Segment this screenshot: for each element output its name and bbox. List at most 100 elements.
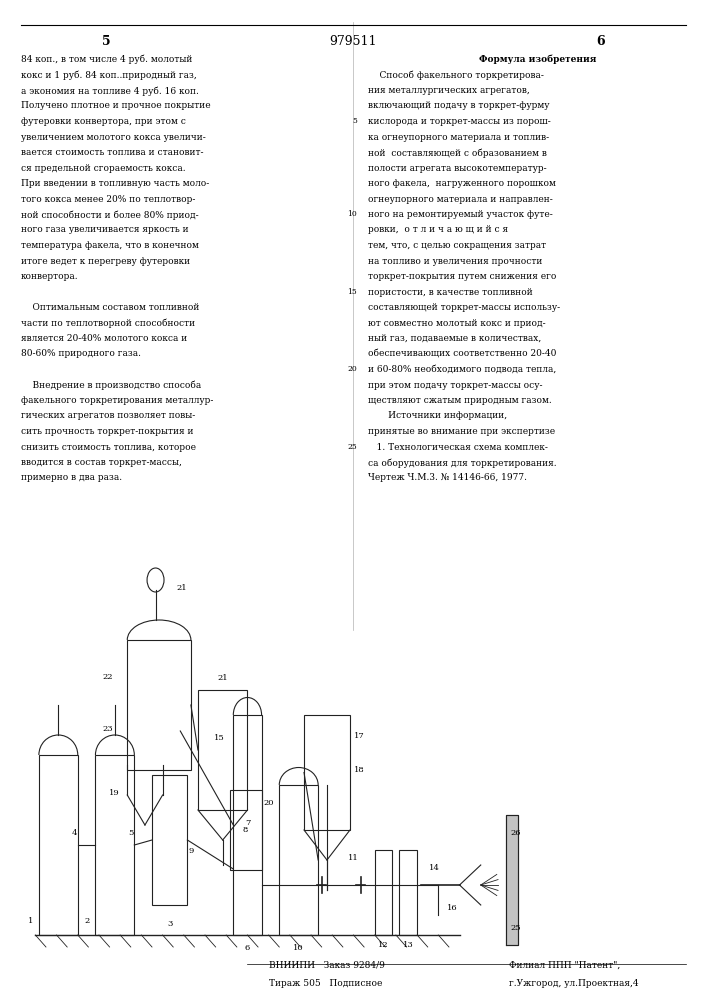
Text: ка огнеупорного материала и топлив-: ка огнеупорного материала и топлив- — [368, 133, 549, 142]
Text: 8: 8 — [243, 826, 248, 834]
Text: При введении в топливную часть моло-: При введении в топливную часть моло- — [21, 179, 209, 188]
Text: огнеупорного материала и направлен-: огнеупорного материала и направлен- — [368, 195, 552, 204]
Text: г.Ужгород, ул.Проектная,4: г.Ужгород, ул.Проектная,4 — [509, 979, 638, 988]
Text: части по теплотворной способности: части по теплотворной способности — [21, 318, 195, 328]
Text: Способ факельного торкретирова-: Способ факельного торкретирова- — [368, 70, 544, 80]
Text: является 20-40% молотого кокса и: является 20-40% молотого кокса и — [21, 334, 187, 343]
Text: тем, что, с целью сокращения затрат: тем, что, с целью сокращения затрат — [368, 241, 546, 250]
Text: 3: 3 — [167, 920, 173, 928]
Text: 10: 10 — [347, 210, 357, 218]
Text: 5: 5 — [102, 35, 110, 48]
Text: ществляют сжатым природным газом.: ществляют сжатым природным газом. — [368, 396, 551, 405]
Text: обеспечивающих соответственно 20-40: обеспечивающих соответственно 20-40 — [368, 350, 556, 359]
Text: того кокса менее 20% по теплотвор-: того кокса менее 20% по теплотвор- — [21, 195, 196, 204]
Bar — [127, 640, 191, 770]
Text: ровки,  о т л и ч а ю щ и й с я: ровки, о т л и ч а ю щ и й с я — [368, 226, 508, 234]
Bar — [39, 755, 78, 935]
Text: 25: 25 — [510, 924, 522, 932]
Text: снизить стоимость топлива, которое: снизить стоимость топлива, которое — [21, 443, 197, 452]
Text: кислорода и торкрет-массы из порош-: кислорода и торкрет-массы из порош- — [368, 117, 550, 126]
Text: факельного торкретирования металлур-: факельного торкретирования металлур- — [21, 396, 214, 405]
Text: и 60-80% необходимого подвода тепла,: и 60-80% необходимого подвода тепла, — [368, 365, 556, 374]
Text: 26: 26 — [511, 829, 521, 837]
Text: конвертора.: конвертора. — [21, 272, 79, 281]
Text: 17: 17 — [354, 732, 364, 740]
Text: температура факела, что в конечном: температура факела, что в конечном — [21, 241, 199, 250]
Text: 13: 13 — [403, 941, 414, 949]
Text: 5: 5 — [128, 829, 134, 837]
Text: увеличением молотого кокса увеличи-: увеличением молотого кокса увеличи- — [21, 133, 206, 142]
Text: 20: 20 — [347, 365, 357, 373]
Text: торкрет-покрытия путем снижения его: торкрет-покрытия путем снижения его — [368, 272, 556, 281]
Text: 6: 6 — [597, 35, 605, 48]
Text: 1: 1 — [28, 917, 33, 925]
Text: 15: 15 — [214, 734, 225, 742]
Text: на топливо и увеличения прочности: на топливо и увеличения прочности — [368, 257, 542, 266]
Text: 12: 12 — [378, 941, 389, 949]
Bar — [304, 715, 350, 830]
Text: 14: 14 — [429, 864, 440, 872]
Text: вается стоимость топлива и становит-: вается стоимость топлива и становит- — [21, 148, 204, 157]
Polygon shape — [506, 815, 518, 945]
Text: полости агрегата высокотемператур-: полости агрегата высокотемператур- — [368, 164, 547, 173]
Text: Внедрение в производство способа: Внедрение в производство способа — [21, 381, 201, 390]
Text: 25: 25 — [347, 443, 357, 451]
Text: 21: 21 — [177, 584, 187, 592]
Text: ного факела,  нагруженного порошком: ного факела, нагруженного порошком — [368, 179, 556, 188]
Text: ют совместно молотый кокс и приод-: ют совместно молотый кокс и приод- — [368, 318, 545, 328]
Text: Получено плотное и прочное покрытие: Получено плотное и прочное покрытие — [21, 102, 211, 110]
Bar — [152, 775, 187, 905]
Text: 979511: 979511 — [329, 35, 378, 48]
Text: 4: 4 — [71, 829, 77, 837]
Text: 9: 9 — [188, 847, 194, 855]
Text: ного газа увеличивается яркость и: ного газа увеличивается яркость и — [21, 226, 189, 234]
Text: ной способности и более 80% приод-: ной способности и более 80% приод- — [21, 210, 199, 220]
Bar — [375, 850, 392, 935]
Text: 11: 11 — [348, 854, 359, 862]
Text: 10: 10 — [293, 944, 304, 952]
Text: ния металлургических агрегатов,: ния металлургических агрегатов, — [368, 86, 530, 95]
Text: итоге ведет к перегреву футеровки: итоге ведет к перегреву футеровки — [21, 257, 190, 266]
Text: 20: 20 — [264, 799, 274, 807]
Text: включающий подачу в торкрет-фурму: включающий подачу в торкрет-фурму — [368, 102, 549, 110]
Text: Источники информации,: Источники информации, — [368, 412, 507, 420]
Text: 23: 23 — [103, 725, 113, 733]
Text: вводится в состав торкрет-массы,: вводится в состав торкрет-массы, — [21, 458, 182, 467]
Text: гических агрегатов позволяет повы-: гических агрегатов позволяет повы- — [21, 412, 195, 420]
Text: 80-60% природного газа.: 80-60% природного газа. — [21, 350, 141, 359]
Text: при этом подачу торкрет-массы осу-: при этом подачу торкрет-массы осу- — [368, 381, 542, 390]
Text: са оборудования для торкретирования.: са оборудования для торкретирования. — [368, 458, 556, 468]
Text: 84 коп., в том числе 4 руб. молотый: 84 коп., в том числе 4 руб. молотый — [21, 55, 192, 64]
Text: Тираж 505   Подписное: Тираж 505 Подписное — [269, 979, 382, 988]
Bar — [399, 850, 417, 935]
Text: Филиал ППП "Патент",: Филиал ППП "Патент", — [509, 961, 620, 970]
Text: 6: 6 — [245, 944, 250, 952]
Text: ной  составляющей с образованием в: ной составляющей с образованием в — [368, 148, 547, 157]
Bar — [198, 690, 247, 810]
Text: примерно в два раза.: примерно в два раза. — [21, 474, 122, 483]
Text: Чертеж Ч.М.3. № 14146-66, 1977.: Чертеж Ч.М.3. № 14146-66, 1977. — [368, 474, 527, 483]
Bar — [95, 755, 134, 935]
Text: 18: 18 — [354, 766, 364, 774]
Text: а экономия на топливе 4 руб. 16 коп.: а экономия на топливе 4 руб. 16 коп. — [21, 86, 199, 96]
Text: 5: 5 — [352, 117, 357, 125]
Text: 7: 7 — [245, 819, 250, 827]
Text: пористости, в качестве топливной: пористости, в качестве топливной — [368, 288, 532, 297]
Bar — [279, 785, 318, 935]
Text: футеровки конвертора, при этом с: футеровки конвертора, при этом с — [21, 117, 186, 126]
Bar — [233, 715, 262, 935]
Text: 16: 16 — [447, 904, 458, 912]
Text: Формула изобретения: Формула изобретения — [479, 55, 596, 64]
Text: 21: 21 — [217, 674, 228, 682]
Text: ный газ, подаваемые в количествах,: ный газ, подаваемые в количествах, — [368, 334, 541, 343]
Text: ВНИИПИ   Заказ 9284/9: ВНИИПИ Заказ 9284/9 — [269, 961, 385, 970]
Text: 2: 2 — [84, 917, 90, 925]
Text: ного на ремонтируемый участок футе-: ного на ремонтируемый участок футе- — [368, 210, 552, 219]
Text: Оптимальным составом топливной: Оптимальным составом топливной — [21, 303, 199, 312]
Text: 1. Технологическая схема комплек-: 1. Технологическая схема комплек- — [368, 443, 547, 452]
Bar — [230, 790, 262, 870]
Text: ся предельной сгораемость кокса.: ся предельной сгораемость кокса. — [21, 164, 186, 173]
Text: 22: 22 — [103, 673, 113, 681]
Text: принятые во внимание при экспертизе: принятые во внимание при экспертизе — [368, 427, 555, 436]
Text: сить прочность торкрет-покрытия и: сить прочность торкрет-покрытия и — [21, 427, 194, 436]
